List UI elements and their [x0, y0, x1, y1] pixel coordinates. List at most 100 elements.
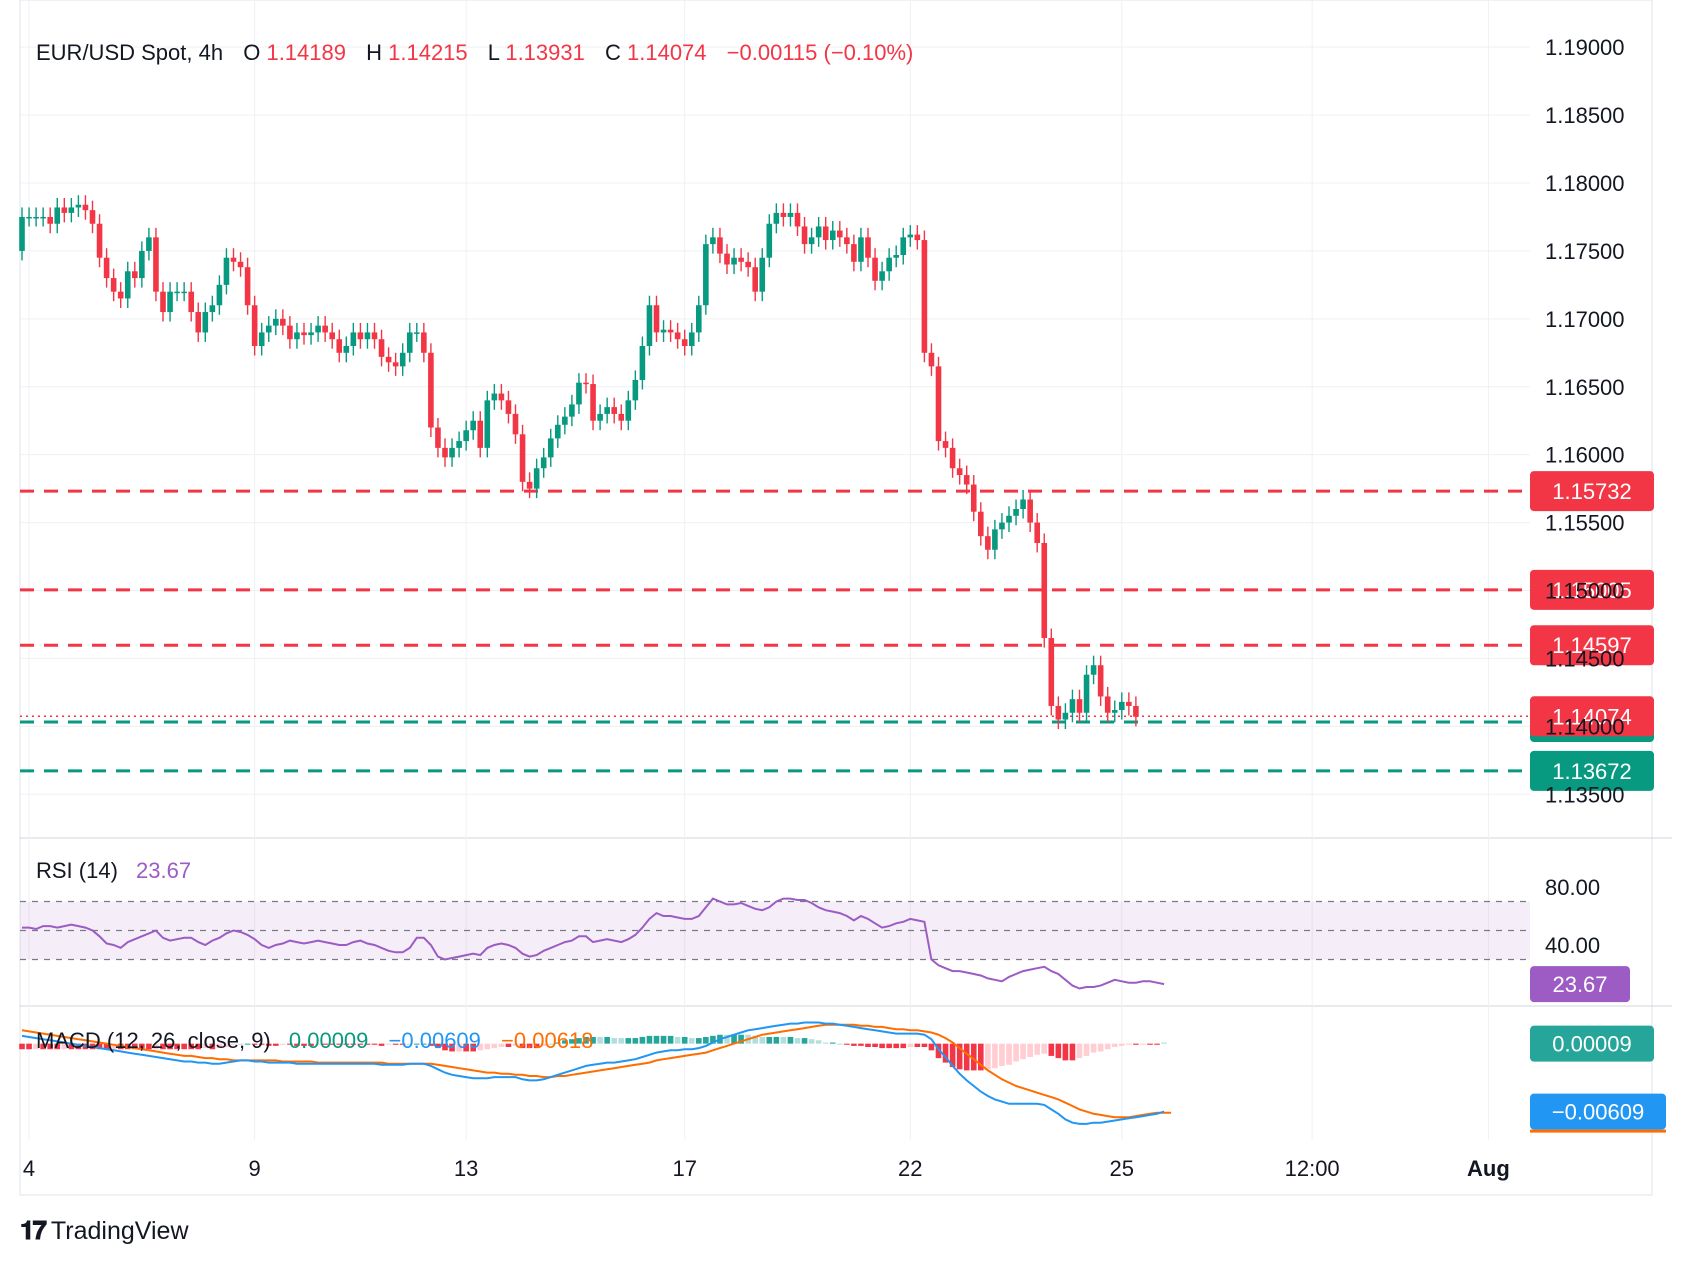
- macd-histogram-bar: [900, 1043, 907, 1049]
- brand-name: TradingView: [50, 1216, 189, 1245]
- macd-histogram-bar: [308, 1043, 314, 1046]
- macd-histogram-bar: [40, 1043, 46, 1050]
- macd-histogram-bar: [505, 1043, 512, 1047]
- candle-body: [970, 484, 977, 512]
- candle-body: [477, 420, 484, 448]
- macd-histogram-bar: [1006, 1043, 1012, 1065]
- macd-histogram-bar: [1069, 1043, 1076, 1061]
- candle-body: [209, 305, 216, 313]
- price-tick-label: 1.15000: [1545, 579, 1625, 604]
- candle-body: [787, 212, 794, 217]
- candle-body: [421, 332, 427, 353]
- candle-body: [688, 332, 695, 346]
- candle-body: [1048, 638, 1055, 706]
- price-tick-label: 1.18500: [1545, 103, 1625, 128]
- candle-body: [26, 216, 32, 219]
- candle-body: [844, 237, 850, 245]
- macd-pane: 0.00009 −0.00609: [19, 1021, 1666, 1133]
- macd-line-legend: −0.00609: [389, 1028, 481, 1053]
- price-tick-label: 1.13500: [1545, 782, 1625, 807]
- candle-body: [399, 352, 406, 367]
- candle-body: [808, 237, 815, 245]
- candle-body: [1076, 699, 1083, 713]
- macd-histogram-bar: [258, 1043, 265, 1045]
- macd-histogram-bar: [1062, 1043, 1069, 1061]
- time-tick-label: 4: [23, 1156, 35, 1181]
- chart-frame: [19, 0, 1653, 1196]
- macd-histogram-bar: [928, 1043, 935, 1051]
- candle-body: [216, 284, 223, 306]
- grid-layer: [19, 0, 1672, 1196]
- level-badge-label: 1.15732: [1552, 479, 1632, 504]
- macd-histogram-bar: [26, 1043, 32, 1050]
- macd-histogram-bar: [512, 1043, 519, 1046]
- macd-histogram-bar: [879, 1043, 885, 1049]
- macd-histogram-bar: [1020, 1043, 1026, 1060]
- macd-histogram-bar: [399, 1043, 406, 1045]
- macd-histogram-bar: [1104, 1043, 1111, 1050]
- macd-histogram-bar: [188, 1043, 194, 1050]
- macd-histogram-bar: [1048, 1043, 1055, 1056]
- macd-histogram-bar: [442, 1043, 448, 1051]
- macd-histogram-bar: [985, 1043, 991, 1070]
- macd-histogram-bar: [681, 1036, 688, 1044]
- candle-body: [329, 332, 335, 340]
- candle-body: [1090, 665, 1097, 675]
- low-label: L: [488, 40, 500, 65]
- candle-body: [160, 291, 166, 313]
- macd-histogram-bar: [385, 1043, 392, 1045]
- footer-branding: 𝟏𝟕 TradingView: [20, 1215, 189, 1247]
- rsi-value-badge: [1530, 966, 1630, 1003]
- candle-body: [759, 257, 766, 292]
- macd-histogram-bar: [414, 1043, 420, 1045]
- time-tick-label: 22: [898, 1156, 922, 1181]
- candle-body: [350, 332, 357, 346]
- time-tick-label: 12:00: [1285, 1156, 1340, 1181]
- candle-body: [406, 332, 413, 353]
- candle-body: [653, 305, 660, 333]
- macd-signal-legend: −0.00618: [501, 1028, 593, 1053]
- candle-body: [449, 447, 455, 458]
- candle-body: [660, 329, 667, 333]
- macd-histogram-bar: [801, 1038, 808, 1044]
- candle-body: [562, 416, 568, 425]
- candle-body: [1027, 499, 1033, 523]
- candles-layer: [19, 195, 1139, 730]
- macd-histogram-bar: [139, 1043, 145, 1050]
- macd-histogram-bar: [533, 1043, 540, 1049]
- candle-body: [1020, 499, 1026, 509]
- macd-histogram-bar: [829, 1042, 836, 1044]
- time-tick-label: Aug: [1467, 1156, 1510, 1181]
- price-tick-label: 1.16000: [1545, 443, 1625, 468]
- candle-body: [1041, 542, 1048, 639]
- candle-body: [724, 253, 730, 265]
- candle-body: [385, 356, 392, 363]
- macd-histogram-bar: [815, 1040, 822, 1044]
- macd-histogram-bar: [1041, 1043, 1048, 1054]
- price-tick-label: 1.19000: [1545, 35, 1625, 60]
- macd-histogram-bar: [724, 1034, 730, 1044]
- candle-body: [61, 207, 68, 213]
- candle-body: [336, 339, 343, 353]
- time-tick-label: 17: [672, 1156, 696, 1181]
- candle-body: [893, 254, 899, 258]
- candle-body: [280, 318, 286, 326]
- macd-histogram-bar: [597, 1036, 603, 1044]
- macd-histogram-bar: [110, 1043, 117, 1050]
- macd-histogram-bar: [223, 1043, 230, 1047]
- candle-body: [583, 382, 589, 385]
- price-tick-label: 1.14000: [1545, 714, 1625, 739]
- macd-histogram-bar: [858, 1043, 864, 1046]
- candle-body: [414, 332, 420, 334]
- macd-histogram-bar: [153, 1043, 159, 1050]
- macd-histogram-bar: [61, 1043, 68, 1050]
- candle-body: [540, 457, 547, 469]
- macd-histogram-bar: [301, 1043, 307, 1046]
- macd-histogram-bar: [1111, 1043, 1118, 1047]
- candle-body: [1034, 522, 1040, 543]
- candle-body: [766, 223, 773, 258]
- macd-histogram-bar: [625, 1038, 632, 1044]
- candle-body: [794, 212, 801, 227]
